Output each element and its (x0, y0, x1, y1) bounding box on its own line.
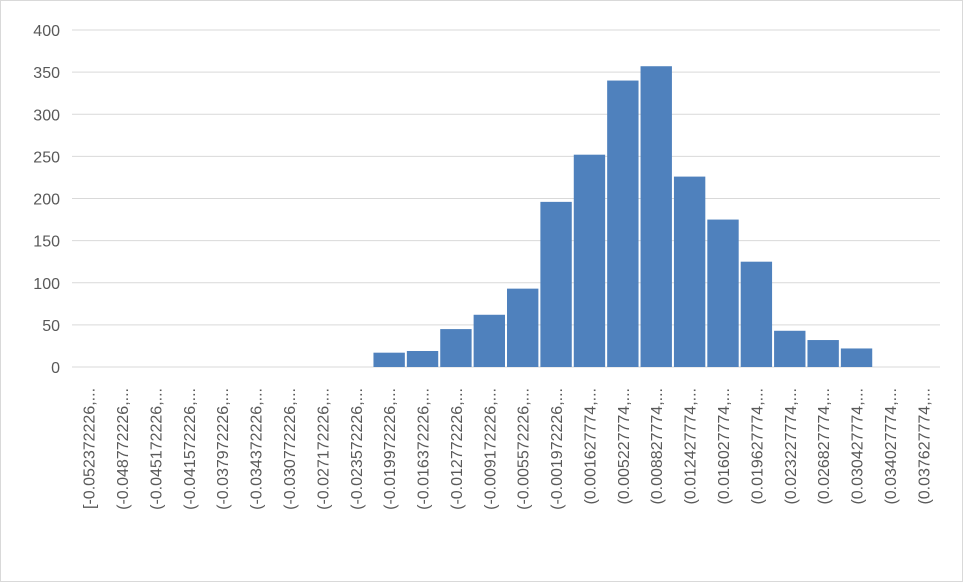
x-tick-label: (-0.023572226,... (349, 388, 366, 510)
x-tick-label: (-0.048772226,... (115, 388, 132, 510)
bar (807, 340, 839, 367)
x-tick-label: (0.034027774,... (883, 388, 900, 505)
x-tick-label: (-0.027172226,... (315, 388, 332, 510)
x-tick-label: (-0.030772226,... (282, 388, 299, 510)
x-tick-label: (-0.034372226,... (249, 388, 266, 510)
y-tick-label: 250 (33, 149, 60, 166)
x-tick-label: (-0.041572226,... (182, 388, 199, 510)
y-tick-label: 0 (51, 360, 60, 377)
y-tick-label: 100 (33, 276, 60, 293)
x-tick-label: (-0.016372226,... (416, 388, 433, 510)
y-tick-label: 200 (33, 192, 60, 209)
x-tick-label: (-0.012772226,... (449, 388, 466, 510)
x-tick-label: (-0.009172226,... (482, 388, 499, 510)
bar (707, 219, 739, 367)
x-tick-label: (-0.005572226,... (516, 388, 533, 510)
x-tick-label: (0.008827774,... (649, 388, 666, 505)
bar (440, 329, 472, 367)
y-tick-label: 50 (42, 318, 60, 335)
bar (473, 314, 505, 367)
bar (607, 80, 639, 368)
x-tick-label: (0.016027774,... (716, 388, 733, 505)
bar (540, 201, 572, 367)
y-tick-label: 300 (33, 107, 60, 124)
bar (673, 176, 706, 367)
x-tick-label: (0.037627774,... (916, 388, 933, 505)
y-tick-label: 400 (33, 23, 60, 40)
y-tick-label: 150 (33, 234, 60, 251)
x-tick-label: (-0.001972226,... (549, 388, 566, 510)
x-tick-label: (-0.045172226,... (148, 388, 165, 510)
y-tick-label: 350 (33, 65, 60, 82)
bar (406, 350, 439, 367)
x-tick-label: (0.019627774,... (749, 388, 766, 505)
x-tick-label: (-0.019972226,... (382, 388, 399, 510)
bar (774, 330, 806, 367)
bar (740, 261, 773, 367)
x-tick-label: (0.026827774,... (816, 388, 833, 505)
bar (840, 348, 873, 367)
x-tick-label: (0.012427774,... (683, 388, 700, 505)
bar (573, 154, 606, 367)
x-tick-label: (0.005227774,... (616, 388, 633, 505)
x-tick-label: (0.001627774,... (582, 388, 599, 505)
bar (507, 288, 539, 367)
bar (373, 352, 405, 367)
x-tick-label: (0.030427774,... (850, 388, 867, 505)
x-tick-label: (0.023227774,... (783, 388, 800, 505)
x-tick-label: (-0.037972226,... (215, 388, 232, 510)
x-tick-label: [-0.052372226,... (82, 388, 99, 509)
bar (640, 66, 672, 367)
